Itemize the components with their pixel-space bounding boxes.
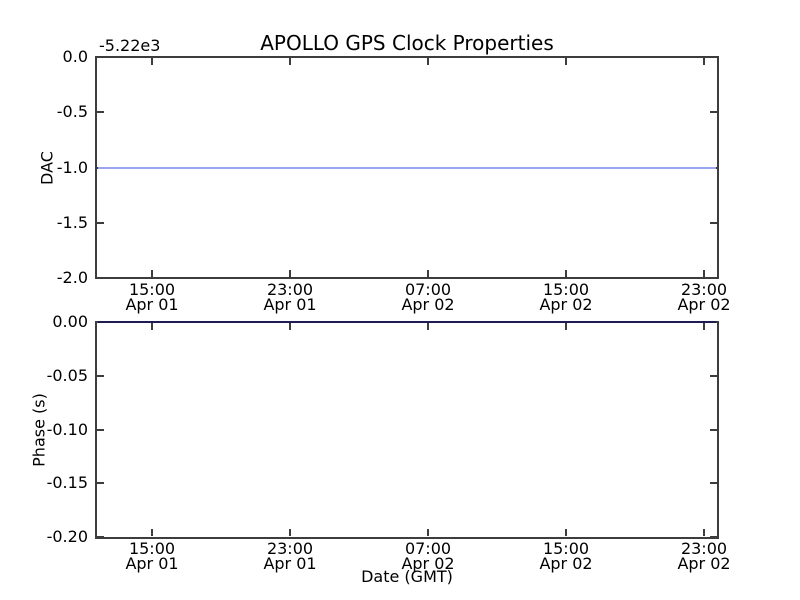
y-tick-label: -0.20	[46, 527, 88, 546]
x-tick-label: 07:00 Apr 02	[383, 539, 473, 573]
x-tick	[565, 529, 567, 536]
x-tick-time: 15:00	[128, 280, 176, 299]
x-tick-time: 23:00	[680, 539, 728, 558]
x-tick-label: 23:00 Apr 02	[659, 280, 749, 314]
x-tick-time: 23:00	[266, 280, 314, 299]
x-tick-label: 15:00 Apr 01	[107, 280, 197, 314]
y-tick	[710, 482, 717, 484]
x-tick	[427, 270, 429, 277]
y-tick	[97, 536, 104, 538]
phase-plot-area	[95, 321, 719, 539]
x-tick-date: Apr 02	[539, 295, 593, 314]
x-tick-label: 15:00 Apr 01	[107, 539, 197, 573]
x-tick	[151, 58, 153, 65]
phase-line	[98, 321, 716, 323]
y-tick-label: -1.0	[56, 158, 88, 177]
chart-title: APOLLO GPS Clock Properties	[260, 31, 554, 55]
y-tick	[710, 56, 717, 58]
y-tick	[710, 429, 717, 431]
x-tick-time: 23:00	[680, 280, 728, 299]
x-tick	[565, 323, 567, 330]
x-tick	[427, 529, 429, 536]
x-tick	[289, 529, 291, 536]
x-tick-label: 15:00 Apr 02	[521, 539, 611, 573]
y-tick	[710, 536, 717, 538]
x-tick-label: 23:00 Apr 01	[245, 539, 335, 573]
x-tick-date: Apr 02	[677, 295, 731, 314]
x-tick	[703, 323, 705, 330]
y-tick-label: -0.05	[46, 366, 88, 385]
y-tick-label: -0.5	[56, 102, 88, 121]
y-tick-label: -1.5	[56, 213, 88, 232]
x-tick-label: 15:00 Apr 02	[521, 280, 611, 314]
x-tick	[427, 323, 429, 330]
y-tick	[97, 277, 104, 279]
y-tick	[97, 482, 104, 484]
x-tick	[565, 58, 567, 65]
x-tick-date: Apr 01	[263, 554, 317, 573]
x-tick-date: Apr 02	[539, 554, 593, 573]
x-tick	[703, 58, 705, 65]
x-tick	[151, 323, 153, 330]
x-tick-label: 23:00 Apr 01	[245, 280, 335, 314]
x-tick-time: 15:00	[542, 539, 590, 558]
y-tick	[710, 222, 717, 224]
y-tick	[97, 429, 104, 431]
x-tick	[565, 270, 567, 277]
y-tick-label: -0.15	[46, 473, 88, 492]
x-tick-date: Apr 01	[125, 554, 179, 573]
y-tick-label: -2.0	[56, 268, 88, 287]
x-tick-date: Apr 01	[263, 295, 317, 314]
x-tick	[151, 270, 153, 277]
x-tick	[703, 270, 705, 277]
x-tick-label: 23:00 Apr 02	[659, 539, 749, 573]
x-tick-label: 07:00 Apr 02	[383, 280, 473, 314]
y-tick	[710, 375, 717, 377]
x-axis-label: Date (GMT)	[361, 567, 453, 586]
y-axis-offset-label: -5.22e3	[99, 36, 161, 55]
y-tick	[97, 56, 104, 58]
y-tick	[97, 222, 104, 224]
x-tick	[151, 529, 153, 536]
x-tick	[289, 323, 291, 330]
x-tick-date: Apr 02	[401, 295, 455, 314]
y-tick-label: -0.10	[46, 420, 88, 439]
y-tick-label: 0.0	[62, 47, 88, 66]
x-tick	[703, 529, 705, 536]
x-tick-time: 07:00	[404, 539, 452, 558]
y-tick	[710, 111, 717, 113]
x-tick-date: Apr 02	[677, 554, 731, 573]
x-tick-date: Apr 01	[125, 295, 179, 314]
y-tick	[710, 277, 717, 279]
x-tick	[427, 58, 429, 65]
x-tick-time: 15:00	[128, 539, 176, 558]
dac-line	[98, 167, 716, 169]
y-tick-label: 0.00	[52, 312, 88, 331]
x-tick	[289, 58, 291, 65]
y-tick	[97, 375, 104, 377]
x-tick-time: 15:00	[542, 280, 590, 299]
x-tick-time: 23:00	[266, 539, 314, 558]
x-tick-time: 07:00	[404, 280, 452, 299]
y-tick	[97, 111, 104, 113]
x-tick	[289, 270, 291, 277]
x-tick-date: Apr 02	[401, 554, 455, 573]
